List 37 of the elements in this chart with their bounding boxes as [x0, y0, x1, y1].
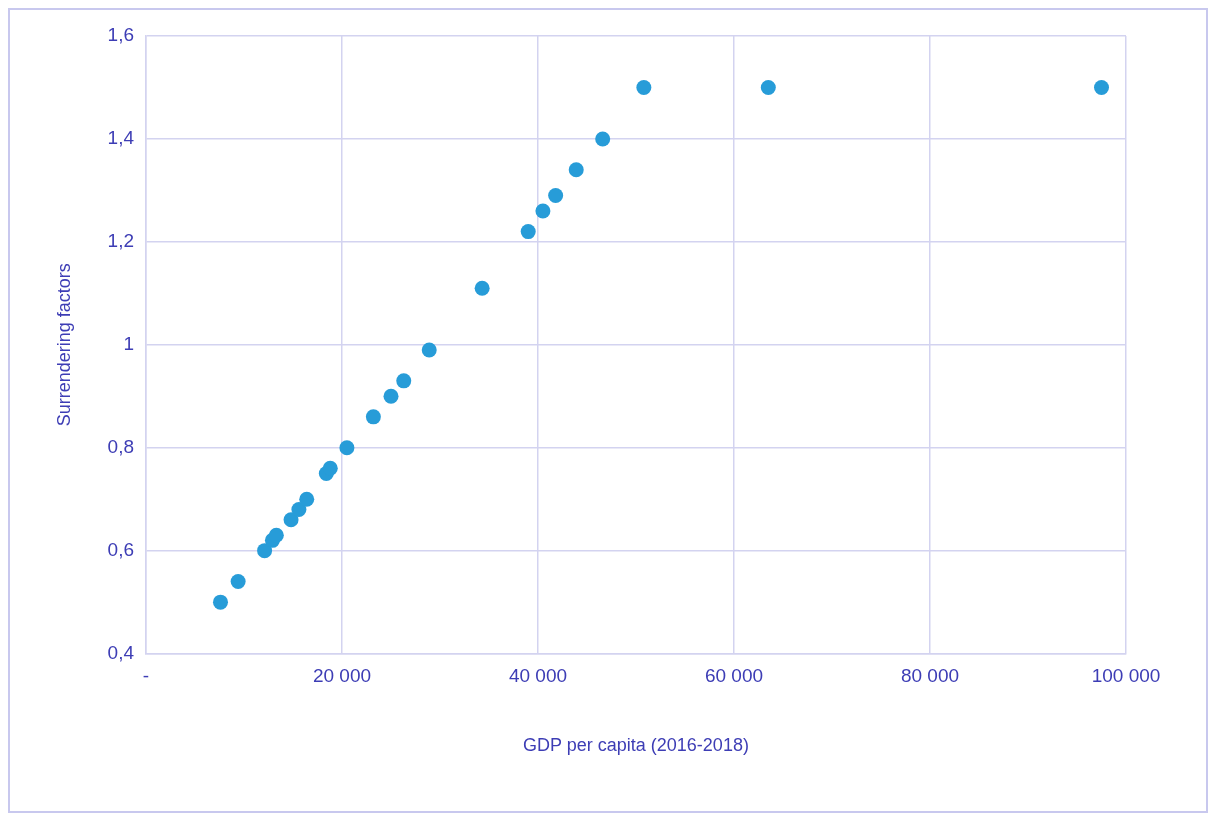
point — [568, 162, 584, 178]
x-axis-title: GDP per capita (2016-2018) — [523, 735, 749, 756]
x-tick-label: - — [142, 665, 150, 687]
y-tick-label: 1,4 — [107, 127, 135, 149]
point — [1094, 79, 1109, 95]
point — [230, 574, 246, 590]
point — [212, 594, 228, 610]
point — [421, 342, 437, 358]
point — [283, 512, 299, 528]
point — [474, 280, 490, 296]
point — [396, 373, 412, 389]
x-tick-label: 20 000 — [312, 665, 372, 687]
point — [365, 409, 381, 425]
point — [291, 501, 307, 517]
y-tick-label: 1 — [123, 333, 135, 355]
point — [383, 388, 399, 404]
x-tick-label: 40 000 — [508, 665, 568, 687]
point — [257, 543, 273, 559]
y-tick-label: 1,2 — [107, 230, 135, 252]
x-tick-label: 100 000 — [1091, 665, 1161, 687]
point — [636, 79, 652, 95]
point — [595, 131, 611, 147]
y-tick-label: 0,8 — [107, 435, 135, 457]
point — [548, 188, 564, 204]
y-tick-label: 1,6 — [107, 24, 135, 46]
point — [760, 79, 776, 95]
point — [535, 203, 551, 219]
x-tick-label: 80 000 — [900, 665, 960, 687]
point — [322, 460, 338, 476]
point — [299, 491, 315, 507]
point — [268, 527, 284, 543]
point — [520, 224, 536, 240]
y-tick-label: 0,4 — [107, 641, 135, 663]
y-axis-title: Surrendering factors — [53, 263, 74, 427]
x-tick-label: 60 000 — [704, 665, 764, 687]
point — [339, 440, 355, 456]
y-tick-label: 0,6 — [107, 538, 135, 560]
